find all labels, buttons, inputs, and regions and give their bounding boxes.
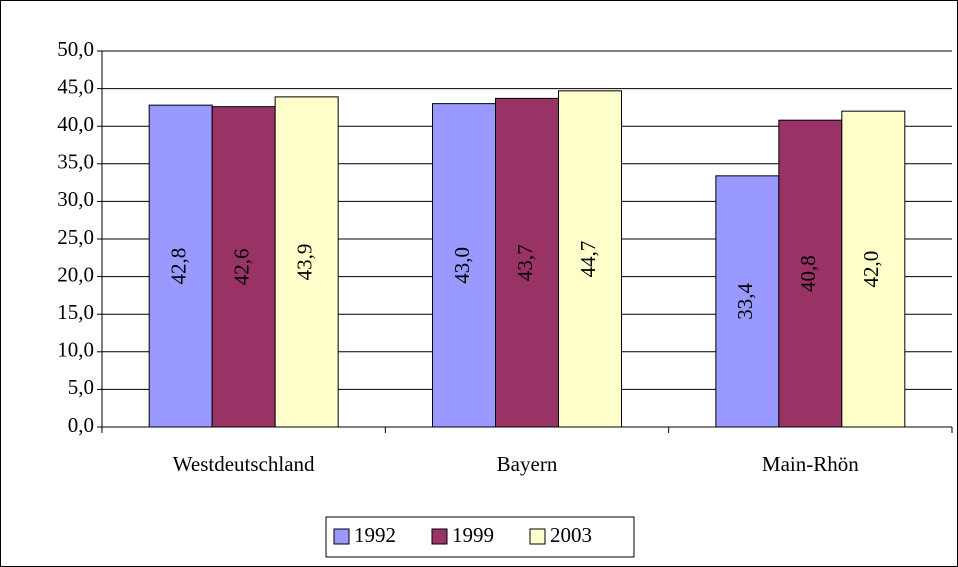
- legend-label: 1999: [452, 523, 494, 547]
- value-label: 43,9: [292, 244, 316, 281]
- value-label: 40,8: [796, 255, 820, 292]
- bar: [778, 119, 843, 428]
- legend-label: 1992: [354, 523, 396, 547]
- legend-label: 2003: [550, 523, 592, 547]
- bar: [148, 104, 213, 428]
- bar: [432, 103, 497, 428]
- x-tick-label: Bayern: [497, 452, 558, 476]
- y-tick-label: 50,0: [57, 37, 94, 61]
- legend-swatch: [333, 528, 350, 545]
- y-tick-label: 35,0: [57, 150, 94, 174]
- x-tick-label: Main-Rhön: [762, 452, 859, 476]
- y-tick-label: 40,0: [57, 112, 94, 136]
- bar: [274, 96, 339, 428]
- y-tick-label: 45,0: [57, 74, 94, 98]
- x-tick-label: Westdeutschland: [173, 452, 315, 476]
- legend-box: [325, 516, 635, 558]
- y-tick-label: 20,0: [57, 262, 94, 286]
- y-tick-label: 10,0: [57, 338, 94, 362]
- bar: [715, 175, 780, 428]
- y-tick-label: 30,0: [57, 187, 94, 211]
- value-label: 33,4: [733, 283, 757, 320]
- bar: [211, 106, 276, 428]
- value-label: 43,7: [513, 244, 537, 281]
- y-tick-label: 0,0: [68, 413, 94, 437]
- legend-swatch: [529, 528, 546, 545]
- value-label: 42,6: [229, 248, 253, 285]
- value-label: 43,0: [450, 247, 474, 284]
- legend-swatch: [431, 528, 448, 545]
- y-tick-label: 5,0: [68, 375, 94, 399]
- value-label: 42,0: [859, 251, 883, 288]
- bar: [495, 97, 559, 428]
- y-tick-label: 15,0: [57, 300, 94, 324]
- y-tick-label: 25,0: [57, 225, 94, 249]
- value-label: 44,7: [576, 241, 600, 278]
- value-label: 42,8: [166, 248, 190, 285]
- bar: [557, 90, 622, 428]
